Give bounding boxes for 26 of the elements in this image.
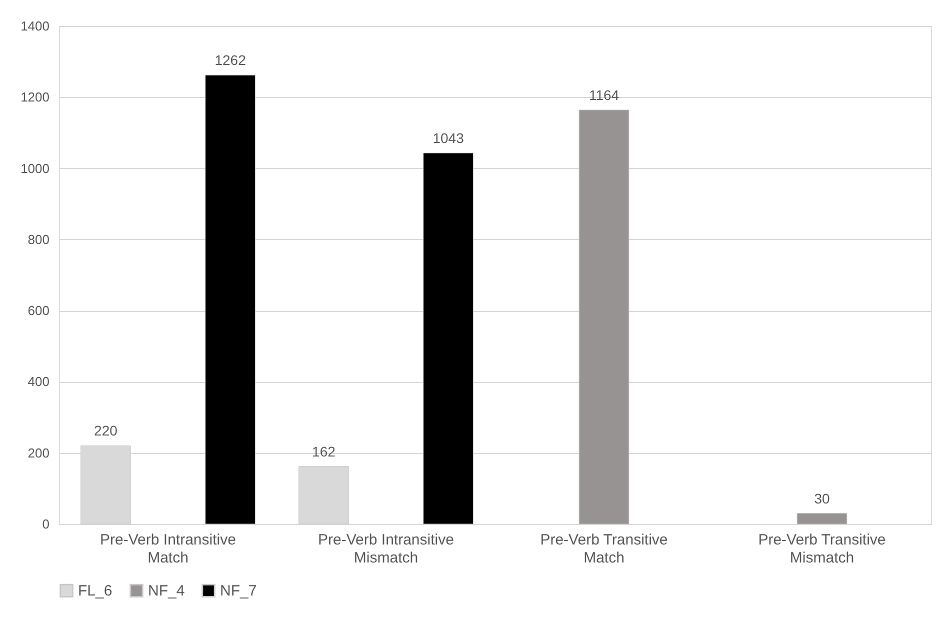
y-tick-label: 1000 [20,160,50,176]
y-tick-label: 400 [28,374,50,390]
data-label: 1043 [432,130,464,146]
data-label: 162 [312,443,336,460]
bar [205,74,256,524]
bar [578,110,630,524]
bar [796,513,848,524]
legend-label: NF_7 [220,582,257,600]
y-tick-label: 800 [28,232,50,247]
x-tick-label: Pre-Verb Transitive Match [540,532,668,566]
bar [423,152,474,524]
x-tick-label: Pre-Verb Intransitive Mismatch [318,532,454,566]
legend-label: FL_6 [78,582,112,600]
data-label: 220 [94,422,118,439]
y-tick-label: 200 [28,445,50,460]
y-tick-label: 0 [42,516,50,532]
y-tick-label: 1400 [20,18,50,34]
y-tick-label: 1200 [20,90,50,105]
data-label: 1262 [214,52,246,68]
bar [298,466,349,524]
data-label: 1164 [588,86,620,103]
legend-label: NF_4 [148,582,185,600]
x-tick-label: Pre-Verb Intransitive Match [100,532,236,566]
data-label: 30 [814,490,830,506]
x-tick-label: Pre-Verb Transitive Mismatch [758,532,886,566]
y-tick-label: 600 [28,303,50,318]
